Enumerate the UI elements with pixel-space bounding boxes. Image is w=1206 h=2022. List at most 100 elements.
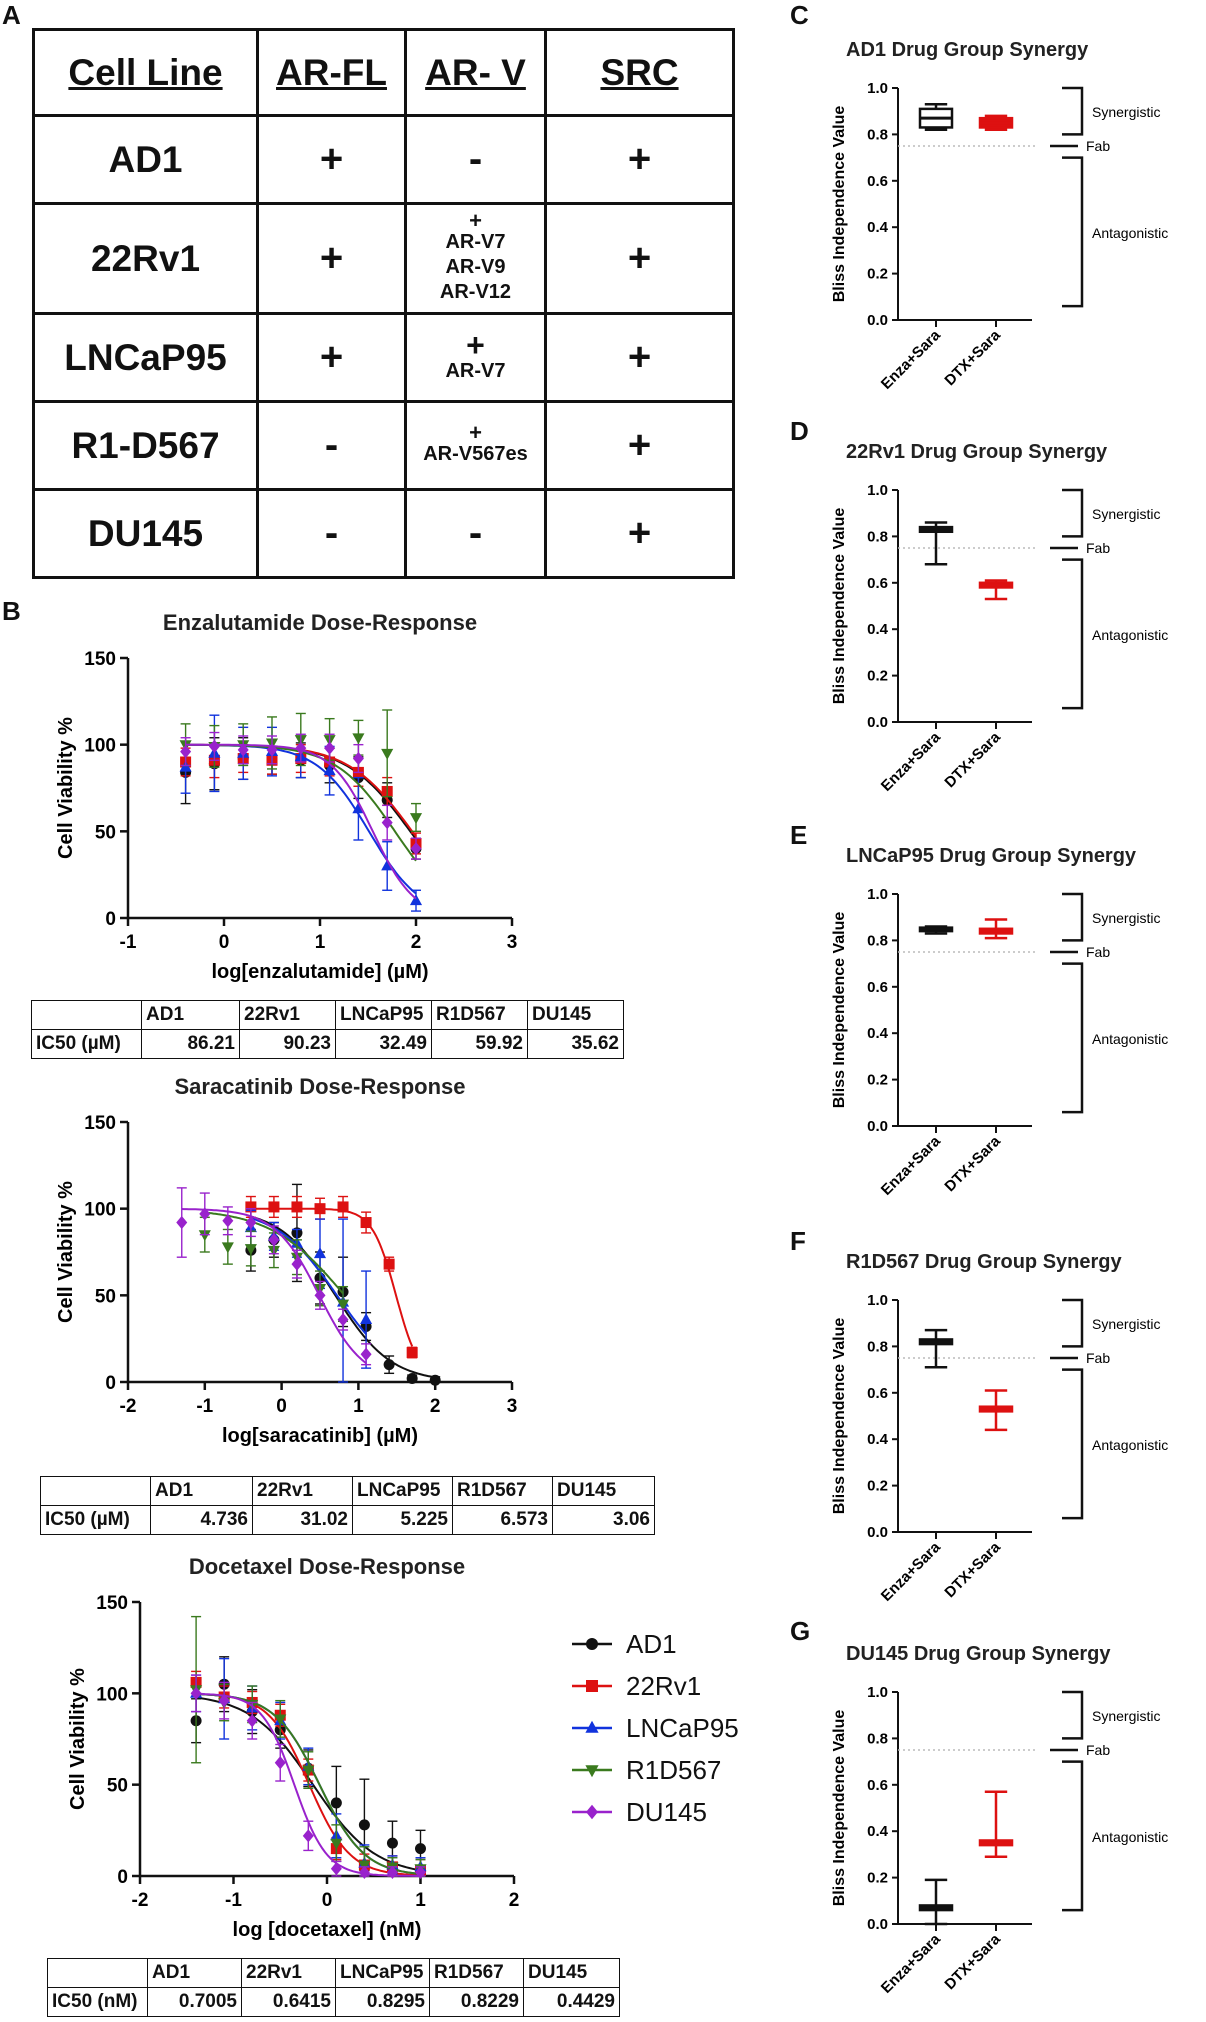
chart-title: Saracatinib Dose-Response — [175, 1074, 466, 1099]
panel-label-c: C — [790, 0, 809, 30]
data-point — [245, 1201, 257, 1213]
y-tick-label: 0.2 — [867, 668, 888, 685]
x-axis-label: log[saracatinib] (µM) — [222, 1425, 418, 1447]
antagonistic-label: Antagonistic — [1092, 1437, 1168, 1453]
r1d567-synergy-chart: R1D567 Drug Group Synergy 0.0 0.2 0.4 0.6 0.8… — [831, 1251, 1168, 1605]
ar-fl-value: + — [256, 202, 407, 315]
legend-entry: R1D567 — [572, 1755, 721, 1785]
cell-line-name: R1-D567 — [32, 400, 259, 491]
legend-label: R1D567 — [626, 1755, 721, 1785]
data-point — [330, 1838, 343, 1850]
y-tick-label: 150 — [84, 649, 116, 670]
synergistic-label: Synergistic — [1092, 910, 1160, 926]
ar-v-value: + AR-V567es — [404, 400, 547, 491]
chart-title: AD1 Drug Group Synergy — [846, 39, 1089, 61]
y-tick-label: 0.2 — [867, 1072, 888, 1089]
ic50-value: 0.8295 — [335, 1987, 430, 2017]
ic50-header-row: AD1 22Rv1 LNCaP95 R1D567 DU145 — [31, 1000, 624, 1030]
data-point — [415, 1843, 426, 1855]
data-point — [291, 1201, 303, 1213]
y-tick-label: 0.2 — [867, 266, 888, 283]
data-point — [337, 1313, 349, 1327]
ic50-value: 3.06 — [552, 1505, 655, 1535]
box-dtx-sara — [978, 1790, 1014, 1858]
y-tick-label: 0.4 — [867, 1823, 889, 1840]
data-point — [406, 1347, 418, 1359]
y-axis-label: Bliss Independence Value — [831, 1710, 848, 1907]
y-axis-label: Cell Viability % — [55, 1181, 77, 1323]
ic50-corner-cell — [40, 1476, 151, 1506]
box-enza-sara — [918, 925, 954, 935]
y-tick-label: 150 — [96, 1593, 128, 1614]
synergistic-bracket — [1062, 86, 1084, 136]
y-tick-label: 0.4 — [867, 219, 889, 236]
synergistic-bracket — [1062, 1298, 1084, 1348]
legend-marker — [586, 1638, 598, 1650]
y-tick-label: 0.0 — [867, 714, 888, 731]
y-axis-label: Cell Viability % — [67, 1668, 89, 1810]
y-tick-label: 100 — [84, 1200, 116, 1221]
cell-line-name: 22Rv1 — [32, 202, 259, 315]
y-tick-label: 0.6 — [867, 575, 888, 592]
ic50-row-label: IC50 (nM) — [47, 1987, 148, 2017]
data-point — [268, 1201, 280, 1213]
ar-v-value: - — [404, 114, 547, 205]
data-point — [409, 894, 423, 906]
y-tick-label: 0.2 — [867, 1478, 888, 1495]
ar-v-value: + AR-V7 AR-V9 AR-V12 — [404, 202, 547, 315]
ar-v-variant: AR-V7 — [445, 231, 506, 253]
x-tick-label: 1 — [415, 1890, 426, 1911]
x-tick-label: 0 — [276, 1396, 287, 1417]
data-point — [208, 739, 220, 753]
chart-title: Enzalutamide Dose-Response — [163, 610, 477, 635]
cell-line-name: DU145 — [32, 488, 259, 579]
y-tick-label: 0.4 — [867, 621, 889, 638]
legend-marker — [586, 1680, 598, 1692]
fab-label: Fab — [1086, 540, 1110, 556]
header-ar-v: AR- V — [404, 28, 547, 117]
y-tick-label: 150 — [84, 1113, 116, 1134]
panel-label-f: F — [790, 1226, 806, 1256]
ic50-header-row: AD1 22Rv1 LNCaP95 R1D567 DU145 — [40, 1476, 655, 1506]
ic50-header: R1D567 — [429, 1958, 524, 1988]
ic50-header: AD1 — [141, 1000, 240, 1030]
synergy-brackets: Synergistic Fab Antagonistic — [1050, 892, 1168, 1114]
data-point — [198, 1230, 211, 1242]
fab-label: Fab — [1086, 1742, 1110, 1758]
ar-v-variant: AR-V7 — [445, 360, 506, 382]
y-tick-label: 0.6 — [867, 173, 888, 190]
ic50-table-enzalutamide: AD1 22Rv1 LNCaP95 R1D567 DU145 IC50 (µM)… — [31, 1000, 624, 1059]
box-dtx-sara — [978, 1389, 1014, 1432]
antagonistic-label: Antagonistic — [1092, 1031, 1168, 1047]
ic50-value: 0.8229 — [429, 1987, 524, 2017]
synergistic-bracket — [1062, 892, 1084, 942]
x-tick-label: 3 — [507, 1396, 518, 1417]
table-row: DU145 - - + — [32, 488, 735, 579]
data-point — [176, 1215, 188, 1230]
series-22rv1 — [245, 1195, 418, 1359]
x-tick-label: -1 — [225, 1890, 242, 1911]
data-point — [274, 1714, 287, 1726]
box-enza-sara — [918, 1328, 954, 1369]
y-tick-label: 0.6 — [867, 1777, 888, 1794]
y-tick-label: 100 — [84, 736, 116, 757]
y-tick-label: 0 — [117, 1867, 128, 1888]
x-tick-label: -2 — [132, 1890, 149, 1911]
x-tick-label: Enza+Sara — [878, 728, 944, 794]
y-tick-label: 100 — [96, 1684, 128, 1705]
du145-synergy-chart: DU145 Drug Group Synergy 0.0 0.2 0.4 0.6 0.8 1… — [831, 1643, 1168, 1997]
data-point — [323, 764, 336, 776]
data-point — [409, 813, 423, 825]
series-du145 — [176, 1187, 372, 1366]
ic50-header: LNCaP95 — [335, 1958, 430, 1988]
synergy-brackets: Synergistic Fab Antagonistic — [1050, 1690, 1168, 1912]
ic50-value: 35.62 — [527, 1029, 624, 1059]
data-point — [330, 1797, 342, 1809]
cell-line-name: AD1 — [32, 114, 259, 205]
x-tick-label: DTX+Sara — [941, 326, 1004, 389]
y-tick-label: 0.8 — [867, 1338, 888, 1355]
y-tick-label: 1.0 — [867, 1292, 888, 1309]
data-point — [429, 1374, 441, 1386]
data-point — [314, 1288, 326, 1302]
fab-label: Fab — [1086, 944, 1110, 960]
